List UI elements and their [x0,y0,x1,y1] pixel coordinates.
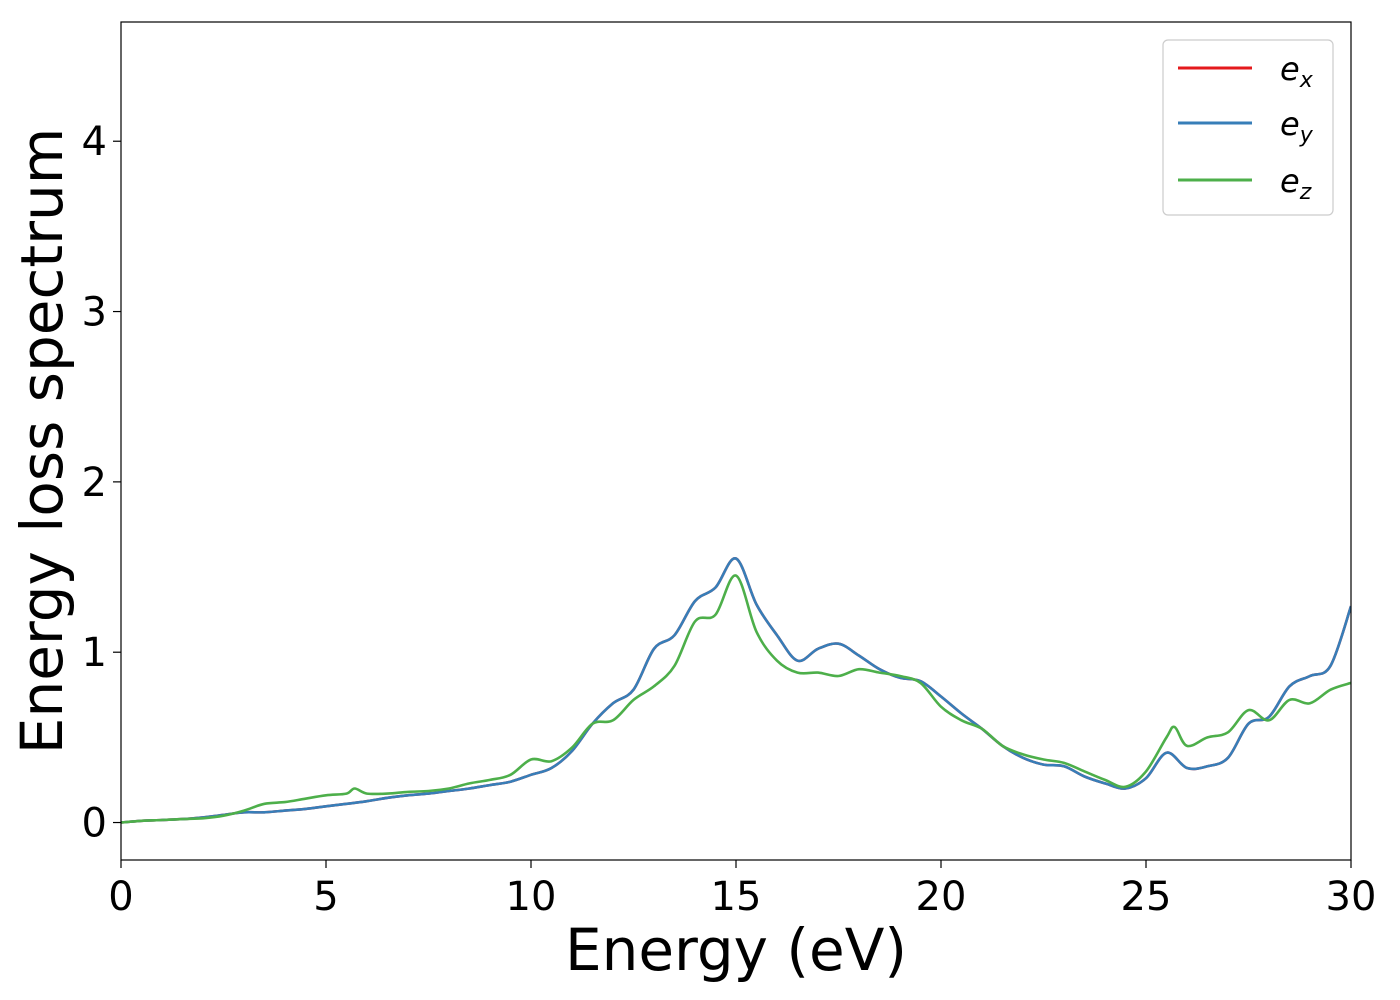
y-tick-label: 2 [82,460,107,506]
y-axis-ticks: 0 1 2 3 4 [82,119,121,847]
legend-label-ex: ex [1280,50,1314,93]
x-axis-ticks: 0 5 10 15 20 25 30 [108,860,1376,920]
y-axis-title: Energy loss spectrum [8,128,76,754]
series-line-ez [121,574,1351,824]
x-tick-label: 10 [506,874,557,920]
legend-frame [1162,39,1334,216]
x-tick-label: 0 [108,874,133,920]
x-tick-label: 20 [916,874,967,920]
x-tick-label: 15 [711,874,762,920]
legend-entry-ez: ez [1178,162,1312,205]
x-axis-title: Energy (eV) [565,916,907,984]
y-tick-label: 3 [82,290,107,336]
legend-label-ez: ez [1280,162,1312,205]
x-tick-label: 25 [1121,874,1172,920]
y-tick-label: 0 [82,801,107,847]
y-tick-label: 4 [82,119,107,165]
legend: ex ey ez [1162,39,1334,216]
legend-entry-ey: ey [1178,105,1314,148]
series-line-ey [121,557,1351,824]
y-tick-label: 1 [82,630,107,676]
x-tick-label: 5 [313,874,338,920]
legend-label-ey: ey [1280,105,1314,148]
series-layer [121,557,1351,824]
x-tick-label: 30 [1326,874,1377,920]
legend-entry-ex: ex [1178,50,1314,93]
